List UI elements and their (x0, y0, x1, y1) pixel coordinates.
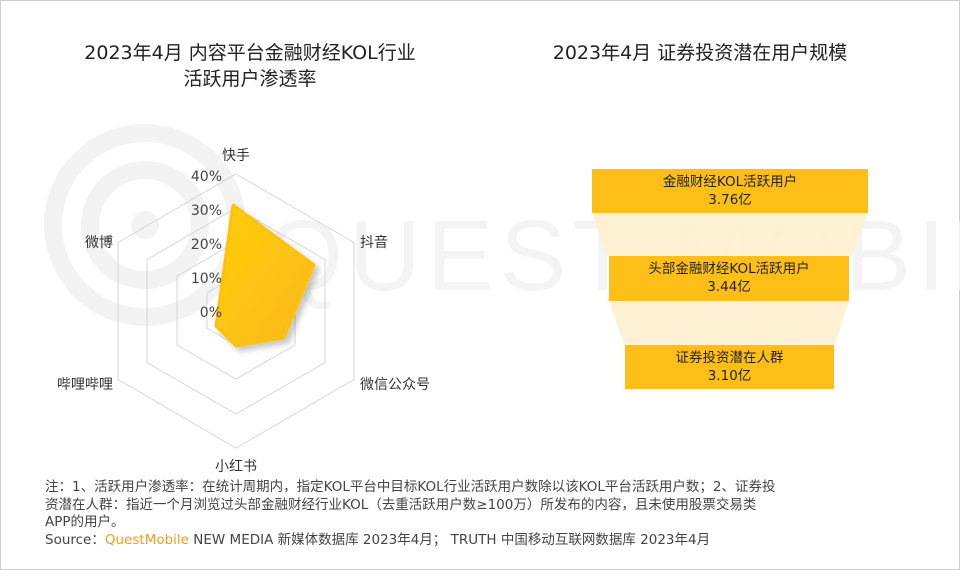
axis-label-weibo: 微博 (85, 234, 113, 251)
left-title-line2: 活跃用户渗透率 (183, 68, 317, 90)
footnote-line-2: 资潜在人群：指近一个月浏览过头部金融财经行业KOL（去重活跃用户数≥100万）所… (45, 496, 757, 513)
funnel-stage-3-value: 3.10亿 (707, 368, 752, 384)
tick-0: 0% (200, 305, 222, 321)
radar-ring-30 (146, 207, 326, 415)
axis-label-xiaohongshu: 小红书 (215, 459, 257, 475)
footnote: 注：1、活跃用户渗透率：在统计周期内，指定KOL平台中目标KOL行业活跃用户数除… (45, 479, 925, 549)
source-rest: NEW MEDIA 新媒体数据库 2023年4月； TRUTH 中国移动互联网数… (188, 531, 711, 548)
footnote-line-1: 注：1、活跃用户渗透率：在统计周期内，指定KOL平台中目标KOL行业活跃用户数除… (45, 479, 776, 495)
footnote-line-3: APP的用户。 (45, 514, 125, 530)
funnel-stage-1-label: 金融财经KOL活跃用户 (662, 174, 798, 190)
funnel-stage-1: 金融财经KOL活跃用户 3.76亿 (592, 173, 868, 209)
axis-label-kuaishou: 快手 (222, 148, 250, 164)
left-title-line1: 2023年4月 内容平台金融财经KOL行业 (84, 42, 416, 64)
source-brand: QuestMobile (104, 531, 189, 548)
axis-label-bilibili: 哔哩哔哩 (57, 377, 113, 393)
funnel-stage-2-value: 3.44亿 (707, 279, 751, 295)
funnel-bar-1 (592, 169, 868, 213)
tick-40: 40% (191, 169, 222, 185)
tick-10: 10% (191, 271, 222, 287)
source-prefix: Source： (45, 531, 105, 548)
tick-20: 20% (191, 237, 222, 253)
funnel-stage-2-label: 头部金融财经KOL活跃用户 (648, 261, 810, 277)
funnel-bar-2 (609, 256, 849, 301)
funnel-stage-3-label: 证券投资潜在人群 (675, 350, 784, 366)
radar-series-area (214, 203, 316, 348)
radar-ring-40 (117, 173, 355, 449)
axis-label-douyin: 抖音 (360, 234, 388, 251)
funnel-stage-2: 头部金融财经KOL活跃用户 3.44亿 (609, 260, 849, 296)
tick-30: 30% (191, 203, 222, 219)
funnel-stage-3: 证券投资潜在人群 3.10亿 (625, 349, 834, 385)
axis-label-wechat: 微信公众号 (360, 377, 430, 393)
watermark-dot-icon (131, 211, 159, 239)
funnel-stage-1-value: 3.76亿 (708, 192, 752, 208)
left-chart-title: 2023年4月 内容平台金融财经KOL行业 活跃用户渗透率 (40, 40, 460, 92)
funnel-bar-3 (625, 345, 834, 389)
right-chart-title: 2023年4月 证券投资潜在用户规模 (552, 42, 848, 64)
funnel-connector-1 (592, 213, 868, 256)
source-line: Source：QuestMobile NEW MEDIA 新媒体数据库 2023… (45, 532, 925, 550)
funnel-connector-2 (609, 301, 849, 345)
radar-grid (117, 173, 355, 449)
